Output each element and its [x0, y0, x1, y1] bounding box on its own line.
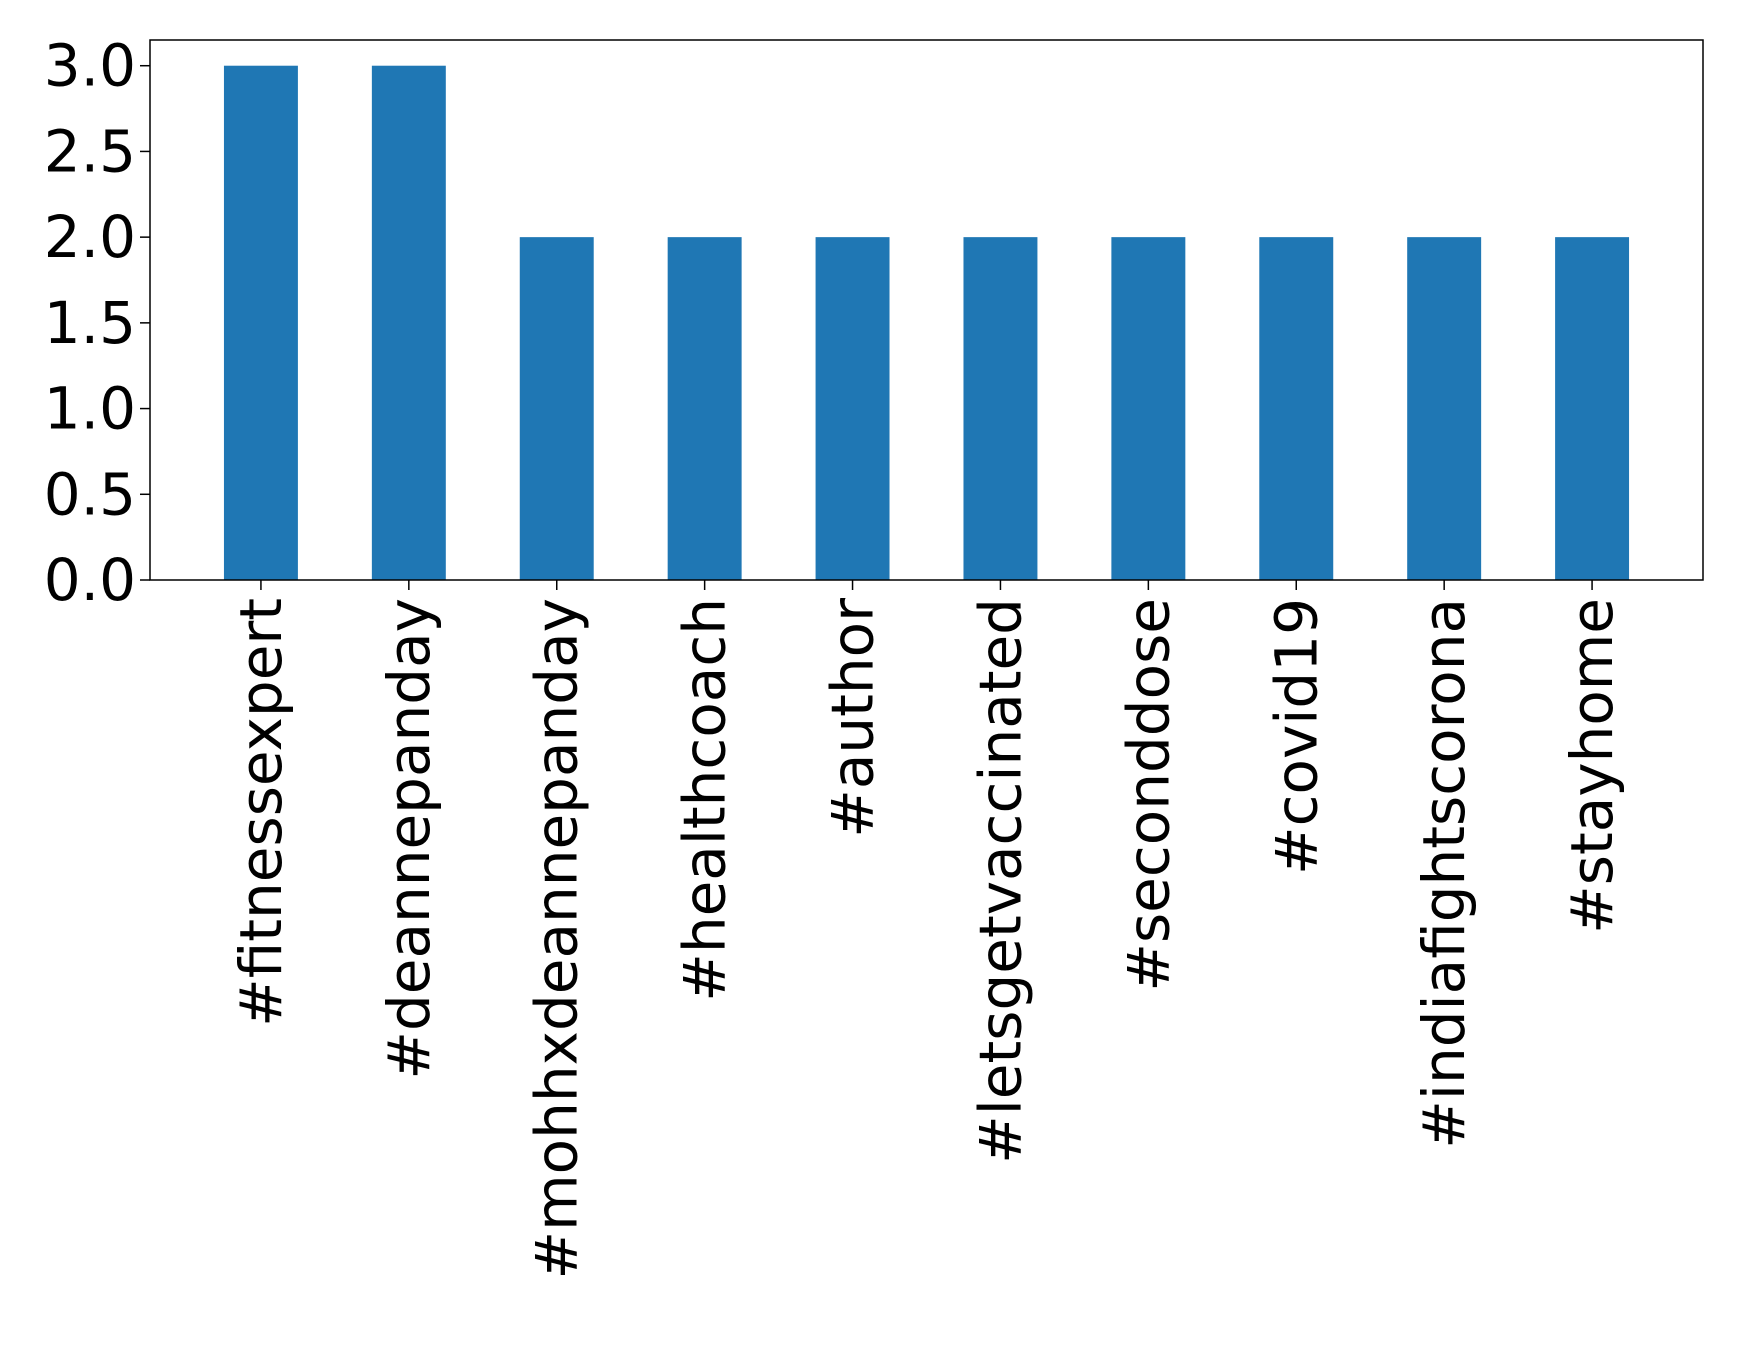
y-tick-label-2: 1.0 — [44, 375, 136, 443]
x-tick-label-7: #covid19 — [1262, 598, 1330, 875]
y-tick-label-0: 0.0 — [44, 546, 136, 614]
bar-8 — [1407, 237, 1482, 580]
x-axis-ticks: #fitnessexpert #deannepanday #mohhxdeannep… — [227, 580, 1626, 1279]
bar-7 — [1259, 237, 1334, 580]
y-tick-label-6: 3.0 — [44, 32, 136, 100]
y-tick-label-3: 1.5 — [44, 289, 136, 357]
x-tick-label-2: #mohhxdeannepanday — [523, 598, 591, 1279]
y-tick-label-5: 2.5 — [44, 117, 136, 185]
x-tick-label-5: #letsgetvaccinated — [966, 598, 1034, 1164]
plot-frame — [149, 39, 1704, 581]
bar-5 — [963, 237, 1038, 580]
y-axis-ticks: 0.0 0.5 1.0 1.5 2.0 2.5 3.0 — [44, 32, 150, 614]
bar-1 — [371, 65, 446, 580]
bar-0 — [223, 65, 298, 580]
bars-group — [223, 65, 1630, 580]
x-tick-label-0: #fitnessexpert — [227, 598, 295, 1027]
x-tick-label-9: #stayhome — [1558, 598, 1626, 934]
x-tick-label-4: #author — [819, 598, 887, 838]
x-tick-label-8: #indiafightscorona — [1410, 598, 1478, 1149]
x-tick-label-1: #deannepanday — [375, 598, 443, 1080]
bar-2 — [519, 237, 594, 580]
bar-4 — [815, 237, 890, 580]
x-tick-label-3: #healthcoach — [671, 598, 739, 1002]
y-tick-label-1: 0.5 — [44, 460, 136, 528]
bar-9 — [1555, 237, 1630, 580]
y-tick-label-4: 2.0 — [44, 203, 136, 271]
bar-6 — [1111, 237, 1186, 580]
x-tick-label-6: #seconddose — [1114, 598, 1182, 992]
bar-3 — [667, 237, 742, 580]
